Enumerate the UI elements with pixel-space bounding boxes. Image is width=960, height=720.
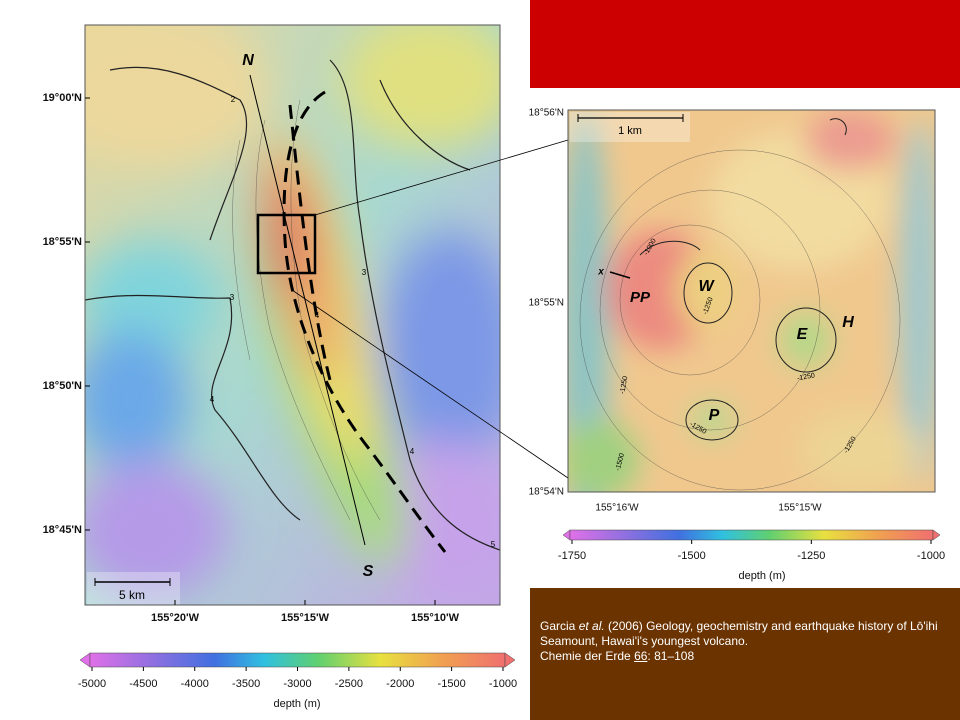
colorbar: depth (m) — [79, 652, 516, 710]
feature-label: W — [698, 278, 715, 295]
contour-label: 2 — [231, 95, 236, 104]
contour-label: -1250 — [619, 376, 629, 395]
latitude-label: 18°56'N — [529, 108, 564, 119]
feature-label: E — [797, 326, 809, 343]
colorbar-label: depth (m) — [273, 698, 320, 710]
caption-volume: 66 — [634, 649, 648, 663]
contour-label: -1250 — [797, 372, 816, 382]
longitude-label: 155°16'W — [595, 503, 639, 514]
scale-bar-label: 5 km — [119, 588, 145, 602]
longitude-label: 155°10'W — [411, 612, 460, 624]
longitude-label: 155°20'W — [151, 612, 200, 624]
feature-label: x — [597, 267, 604, 278]
latitude-label: 18°55'N — [529, 298, 564, 309]
colorbar-tick-label: -5000 — [78, 678, 106, 690]
colorbar-tick-label: -3000 — [283, 678, 311, 690]
caption-etal: et al. — [578, 619, 605, 633]
contour-label: 3 — [362, 268, 367, 277]
latitude-label: 18°54'N — [529, 487, 564, 498]
contour-label: 5 — [491, 540, 496, 549]
latitude-label: 18°55'N — [43, 236, 82, 248]
colorbar-tick-label: -4000 — [181, 678, 209, 690]
colorbar-label: depth (m) — [738, 570, 785, 582]
latitude-label: 18°50'N — [43, 380, 82, 392]
colorbar-tick-label: -2500 — [335, 678, 363, 690]
contour-label: 4 — [410, 447, 415, 456]
contour-label: 4 — [315, 311, 320, 320]
feature-label: H — [842, 314, 854, 331]
feature-label: PP — [630, 289, 651, 306]
colorbar-tick-label: -2000 — [386, 678, 414, 690]
scale-bar-label: 1 km — [618, 125, 642, 137]
colorbar-tick-label: -1500 — [438, 678, 466, 690]
caption: Garcia et al. (2006) Geology, geochemist… — [530, 588, 960, 720]
colorbar-tick-label: -3500 — [232, 678, 260, 690]
feature-label: P — [709, 407, 720, 424]
caption-title: (2006) Geology, geochemistry and earthqu… — [540, 619, 938, 648]
longitude-label: 155°15'W — [778, 503, 822, 514]
inset-map — [568, 110, 935, 492]
colorbar-tick-label: -1250 — [797, 550, 825, 562]
colorbar-tick-label: -4500 — [129, 678, 157, 690]
bathymetry-map — [85, 25, 500, 605]
red-banner — [530, 0, 960, 88]
latitude-label: 18°45'N — [43, 524, 82, 536]
colorbar: depth (m) — [562, 529, 941, 582]
caption-author: Garcia — [540, 619, 576, 633]
north-label: N — [242, 52, 254, 69]
contour-label: 4 — [210, 395, 215, 404]
colorbar-tick-label: -1000 — [917, 550, 945, 562]
colorbar-tick-label: -1500 — [678, 550, 706, 562]
colorbar-tick-label: -1750 — [558, 550, 586, 562]
colorbar-tick-label: -1000 — [489, 678, 517, 690]
caption-journal: Chemie der Erde — [540, 649, 631, 663]
contour-label: 3 — [230, 293, 235, 302]
contour-label: -1500 — [615, 452, 626, 471]
south-label: S — [363, 563, 374, 580]
longitude-label: 155°15'W — [281, 612, 330, 624]
caption-pages: : 81–108 — [647, 649, 695, 663]
latitude-label: 19°00'N — [43, 92, 82, 104]
